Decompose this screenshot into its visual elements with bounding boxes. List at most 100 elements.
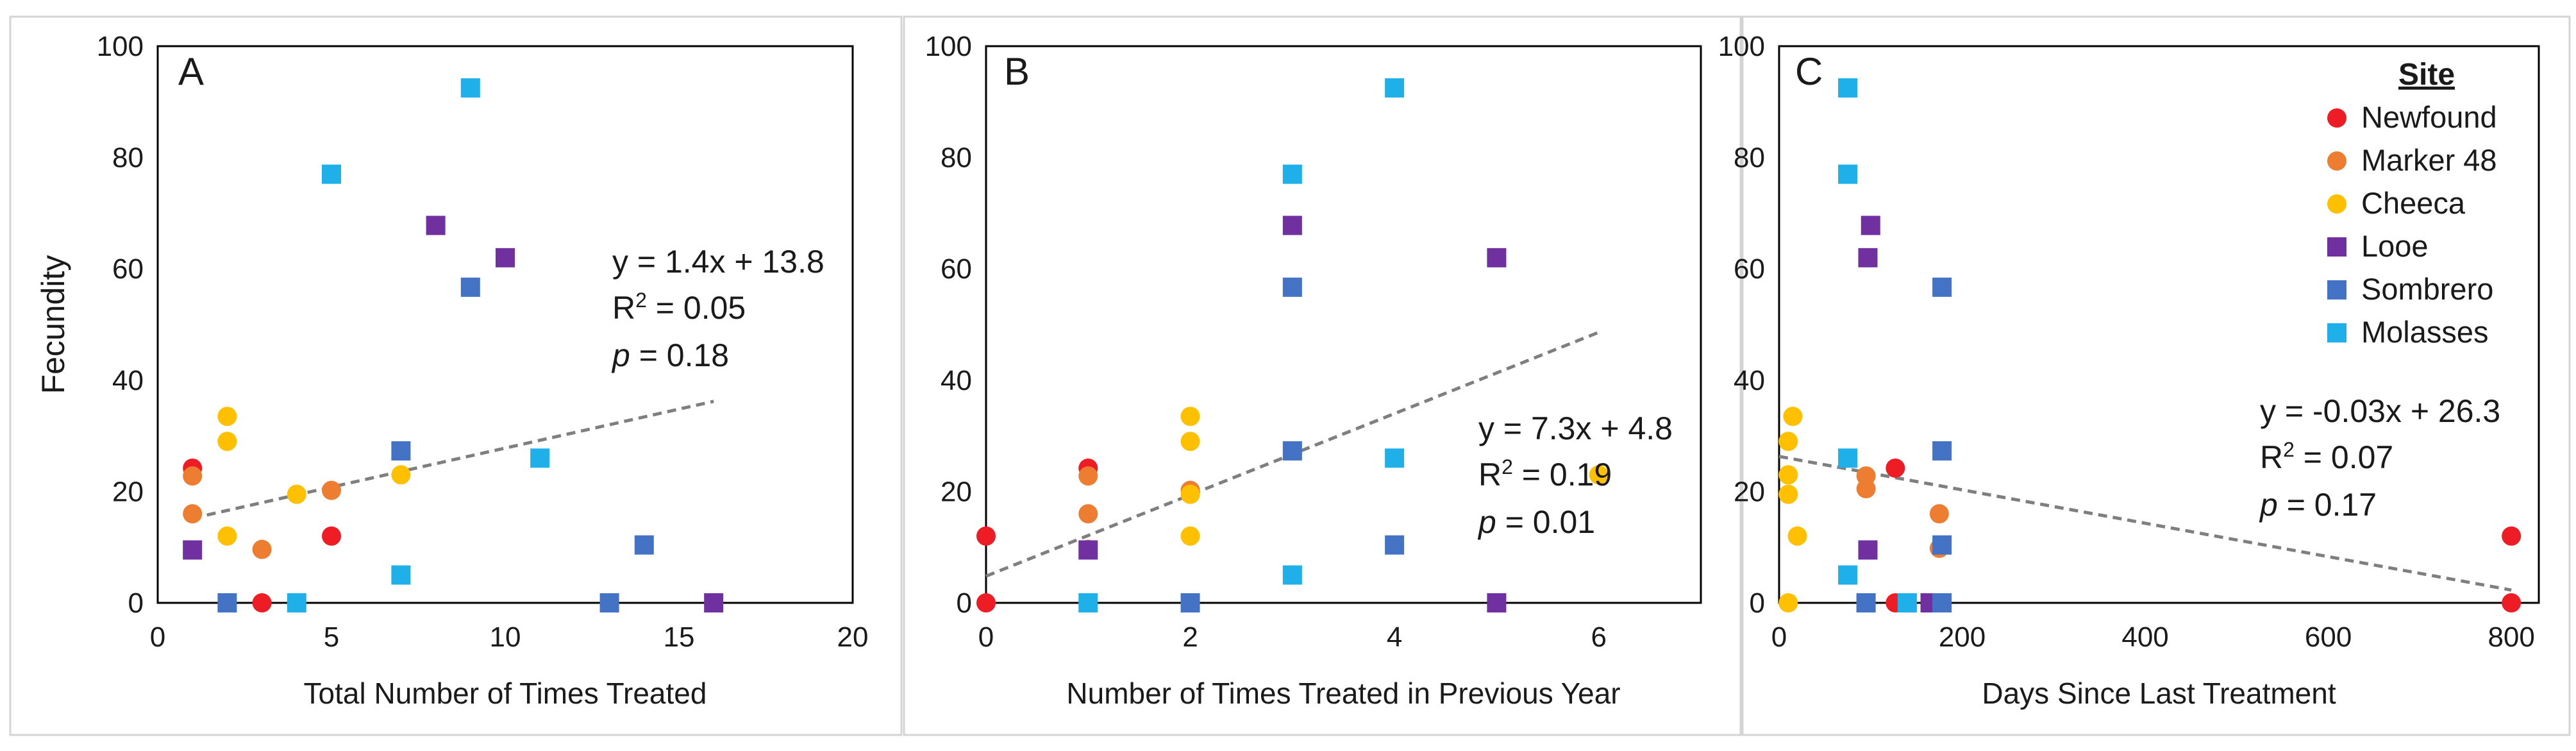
y-axis-label: Fecundity	[35, 255, 71, 394]
panel-frame-3	[1741, 15, 2571, 736]
y-tick-label: 20	[941, 476, 972, 507]
legend-marker-cheeca	[2327, 194, 2346, 214]
point-marker-48	[252, 539, 272, 559]
y-tick-label: 40	[112, 365, 144, 396]
point-sombrero	[1932, 441, 1952, 461]
point-molasses	[322, 164, 341, 184]
point-looe	[704, 593, 724, 612]
point-sombrero	[634, 535, 654, 555]
point-cheeca	[1778, 593, 1798, 612]
point-sombrero	[217, 593, 237, 612]
p-value: = 0.18	[630, 337, 729, 373]
point-marker-48	[1929, 504, 1949, 524]
point-cheeca	[391, 465, 411, 485]
point-molasses	[460, 78, 480, 98]
x-tick-label: 4	[1387, 621, 1402, 653]
y-tick-label: 80	[112, 142, 144, 174]
r-squared-symbol: R	[1478, 457, 1501, 493]
point-sombrero	[1856, 593, 1876, 612]
point-marker-48	[1078, 466, 1098, 486]
panel-frame-1	[9, 15, 903, 736]
legend-marker-newfound	[2327, 108, 2346, 128]
point-sombrero	[1180, 593, 1200, 612]
legend-marker-looe	[2327, 237, 2346, 257]
r-squared-value: = 0.05	[647, 290, 746, 326]
x-tick-label: 0	[150, 621, 165, 653]
y-tick-label: 20	[112, 476, 144, 507]
y-tick-label: 60	[941, 253, 972, 285]
p-symbol: p	[611, 337, 630, 373]
point-looe	[1861, 215, 1880, 235]
point-cheeca	[287, 484, 306, 504]
r-squared-symbol: R	[2260, 439, 2283, 475]
point-marker-48	[1078, 504, 1098, 524]
equation-label: y = 1.4x + 13.8	[612, 244, 824, 280]
point-newfound	[322, 526, 341, 546]
x-tick-label: 5	[324, 621, 339, 653]
legend-marker-sombrero	[2327, 280, 2346, 300]
point-looe	[426, 215, 446, 235]
point-molasses	[1282, 164, 1302, 184]
legend-label: Molasses	[2361, 315, 2489, 349]
point-looe	[1858, 248, 1878, 267]
point-molasses	[287, 593, 306, 612]
point-sombrero	[1932, 593, 1952, 612]
x-tick-label: 20	[837, 621, 869, 653]
point-marker-48	[322, 480, 341, 500]
p-symbol: p	[1477, 504, 1496, 540]
panel-b: 0 20 40 60 80 100 0 2 4 6 Number of Times Treated …	[925, 31, 1702, 710]
p-value-label: p = 0.18	[611, 337, 729, 373]
p-value-label: p = 0.17	[2259, 487, 2377, 523]
point-sombrero	[1282, 441, 1302, 461]
legend-entry-marker-48: Marker 48	[2327, 143, 2497, 177]
point-newfound	[976, 593, 996, 612]
point-marker-48	[183, 466, 203, 486]
trendline	[1778, 455, 2512, 592]
point-cheeca	[1787, 526, 1807, 546]
point-cheeca	[1778, 432, 1798, 451]
p-symbol: p	[2259, 487, 2278, 523]
point-sombrero	[1385, 535, 1405, 555]
point-looe	[1078, 540, 1098, 560]
point-molasses	[1385, 78, 1405, 98]
p-value-label: p = 0.01	[1477, 504, 1595, 540]
point-molasses	[1838, 448, 1858, 468]
plot-area	[985, 45, 1702, 604]
panel-letter: B	[1004, 50, 1030, 93]
legend-label: Sombrero	[2361, 272, 2493, 306]
x-tick-label: 400	[2121, 621, 2168, 653]
legend-label: Looe	[2361, 229, 2429, 263]
point-newfound	[2502, 593, 2522, 612]
legend-entry-cheeca: Cheeca	[2327, 186, 2466, 220]
point-molasses	[1078, 593, 1098, 612]
legend-marker-molasses	[2327, 323, 2346, 342]
point-newfound	[252, 593, 272, 612]
trendline	[192, 400, 714, 520]
point-sombrero	[1932, 277, 1952, 297]
point-cheeca	[1180, 526, 1200, 546]
equation-label: y = 7.3x + 4.8	[1478, 410, 1673, 446]
legend-entry-sombrero: Sombrero	[2327, 272, 2493, 306]
point-marker-48	[1856, 466, 1876, 486]
plot-area	[156, 45, 854, 604]
point-looe	[1487, 248, 1507, 267]
point-looe	[183, 540, 203, 560]
point-looe	[1282, 215, 1302, 235]
point-sombrero	[599, 593, 619, 612]
point-molasses	[1838, 164, 1858, 184]
y-tick-label: 0	[128, 587, 144, 619]
x-tick-label: 15	[664, 621, 695, 653]
y-tick-label: 60	[1734, 253, 1765, 285]
point-sombrero	[391, 441, 411, 461]
x-axis-label: Total Number of Times Treated	[304, 677, 707, 710]
y-tick-label: 80	[1734, 142, 1765, 174]
point-sombrero	[1282, 277, 1302, 297]
plot-area	[1778, 45, 2540, 604]
r-squared-value: = 0.19	[1513, 457, 1612, 493]
x-axis-label: Days Since Last Treatment	[1982, 677, 2336, 710]
legend-entry-looe: Looe	[2327, 229, 2429, 263]
r-squared-superscript: 2	[1501, 455, 1513, 478]
y-tick-label: 100	[925, 31, 972, 62]
point-cheeca	[217, 526, 237, 546]
